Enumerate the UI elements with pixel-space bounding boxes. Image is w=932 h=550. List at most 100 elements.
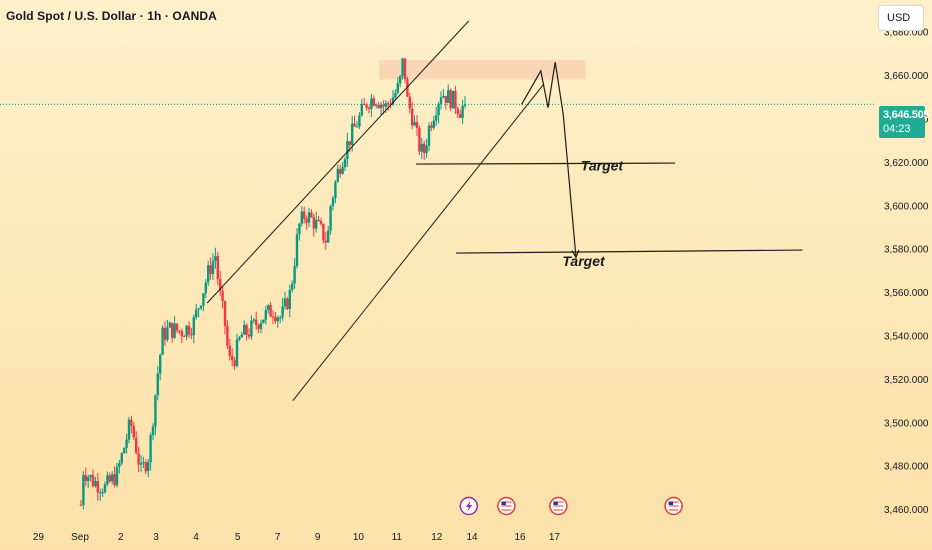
candle-body	[387, 103, 390, 105]
y-tick-label: 3,540.000	[884, 332, 929, 343]
candle-body	[173, 323, 176, 338]
y-tick-label: 3,500.000	[884, 418, 929, 429]
candle-body	[327, 230, 330, 243]
candle-body	[329, 206, 332, 231]
candle-body	[423, 143, 426, 154]
candle-body	[190, 334, 193, 336]
candle-body	[111, 474, 114, 482]
candle-body	[271, 316, 275, 318]
candle-body	[375, 104, 378, 106]
target-line-2[interactable]	[455, 249, 803, 254]
candle-body	[288, 289, 291, 309]
us-flag-event-icon[interactable]	[497, 496, 516, 516]
x-tick-label: 14	[466, 532, 478, 543]
lightning-event-icon[interactable]	[459, 496, 479, 516]
candle-body	[363, 104, 366, 106]
candle-body	[113, 474, 116, 486]
candle-body	[250, 320, 253, 337]
candle-body	[415, 122, 419, 129]
candle-body	[161, 327, 164, 355]
candle-body	[151, 426, 155, 436]
channel-lower-line[interactable]	[292, 83, 545, 401]
candle-body	[87, 477, 90, 482]
candle-body	[401, 58, 404, 76]
candle-body	[137, 453, 140, 465]
flag-stripe	[668, 501, 679, 503]
candle-body	[355, 126, 359, 128]
candle-body	[298, 223, 301, 235]
candle-body	[149, 435, 152, 463]
us-flag-event-icon[interactable]	[664, 496, 683, 516]
x-tick-label: 9	[315, 532, 321, 543]
candle-body	[89, 475, 92, 478]
currency-selector[interactable]: USD	[878, 5, 924, 31]
candle-body	[322, 223, 325, 241]
flag-canton	[668, 501, 674, 505]
candle-body	[245, 324, 248, 335]
candle-body	[243, 324, 246, 335]
candle-body	[331, 197, 335, 207]
x-tick-label: 7	[275, 532, 281, 543]
candle-body	[406, 79, 409, 97]
flag-stripe	[553, 507, 564, 509]
projection-path[interactable]	[521, 61, 577, 258]
candle-body	[259, 323, 263, 329]
flag-stripe	[668, 503, 679, 505]
candle-body	[305, 218, 308, 223]
candle-body	[103, 484, 107, 493]
candle-body	[425, 145, 428, 154]
candle-body	[130, 419, 133, 427]
candle-body	[139, 463, 143, 465]
target-line-1[interactable]	[415, 162, 676, 165]
channel-upper-line[interactable]	[206, 20, 470, 304]
flag-stripe	[668, 507, 679, 509]
candle-body	[142, 462, 145, 464]
candle-body	[399, 75, 402, 84]
candle-body	[379, 104, 383, 108]
candle-body	[459, 114, 462, 118]
target-label-2: Target	[562, 253, 606, 269]
candle-body	[293, 266, 296, 284]
candle-body	[180, 331, 183, 337]
candle-body	[281, 306, 284, 318]
candle-body	[454, 90, 457, 109]
candle-body	[439, 97, 443, 104]
candle-body	[408, 96, 411, 109]
candle-body	[144, 462, 147, 472]
candle-body	[447, 90, 450, 103]
candle-body	[348, 141, 351, 145]
candle-body	[252, 319, 255, 321]
candle-body	[267, 305, 270, 310]
candle-body	[235, 339, 239, 366]
flag-stripe	[553, 509, 564, 511]
x-tick-label: 12	[431, 532, 443, 543]
candle-body	[228, 345, 231, 357]
candle-body	[413, 122, 416, 126]
candle-body	[367, 107, 371, 109]
candle-body	[118, 463, 121, 467]
y-tick-label: 3,520.000	[884, 375, 929, 386]
candle-body	[240, 334, 243, 338]
us-flag-event-icon[interactable]	[549, 496, 568, 516]
candle-body	[187, 325, 191, 335]
candle-body	[106, 475, 109, 485]
x-tick-label: 29	[33, 532, 45, 543]
candle-body	[223, 301, 227, 326]
candle-body	[108, 475, 111, 482]
y-tick-label: 3,580.000	[884, 245, 929, 256]
y-tick-label: 3,480.000	[884, 462, 929, 473]
candle-body	[420, 143, 423, 152]
candle-body	[451, 90, 455, 109]
flag-stripe	[553, 501, 564, 503]
candle-body	[221, 291, 224, 302]
flag-stripe	[501, 501, 512, 503]
candle-body	[317, 219, 320, 221]
candle-body	[307, 212, 311, 223]
candle-body	[199, 305, 203, 309]
candle-body	[461, 105, 464, 118]
candle-body	[449, 90, 452, 109]
candle-body	[192, 317, 195, 336]
y-tick-label: 3,620.000	[884, 158, 929, 169]
candle-body	[257, 324, 260, 329]
